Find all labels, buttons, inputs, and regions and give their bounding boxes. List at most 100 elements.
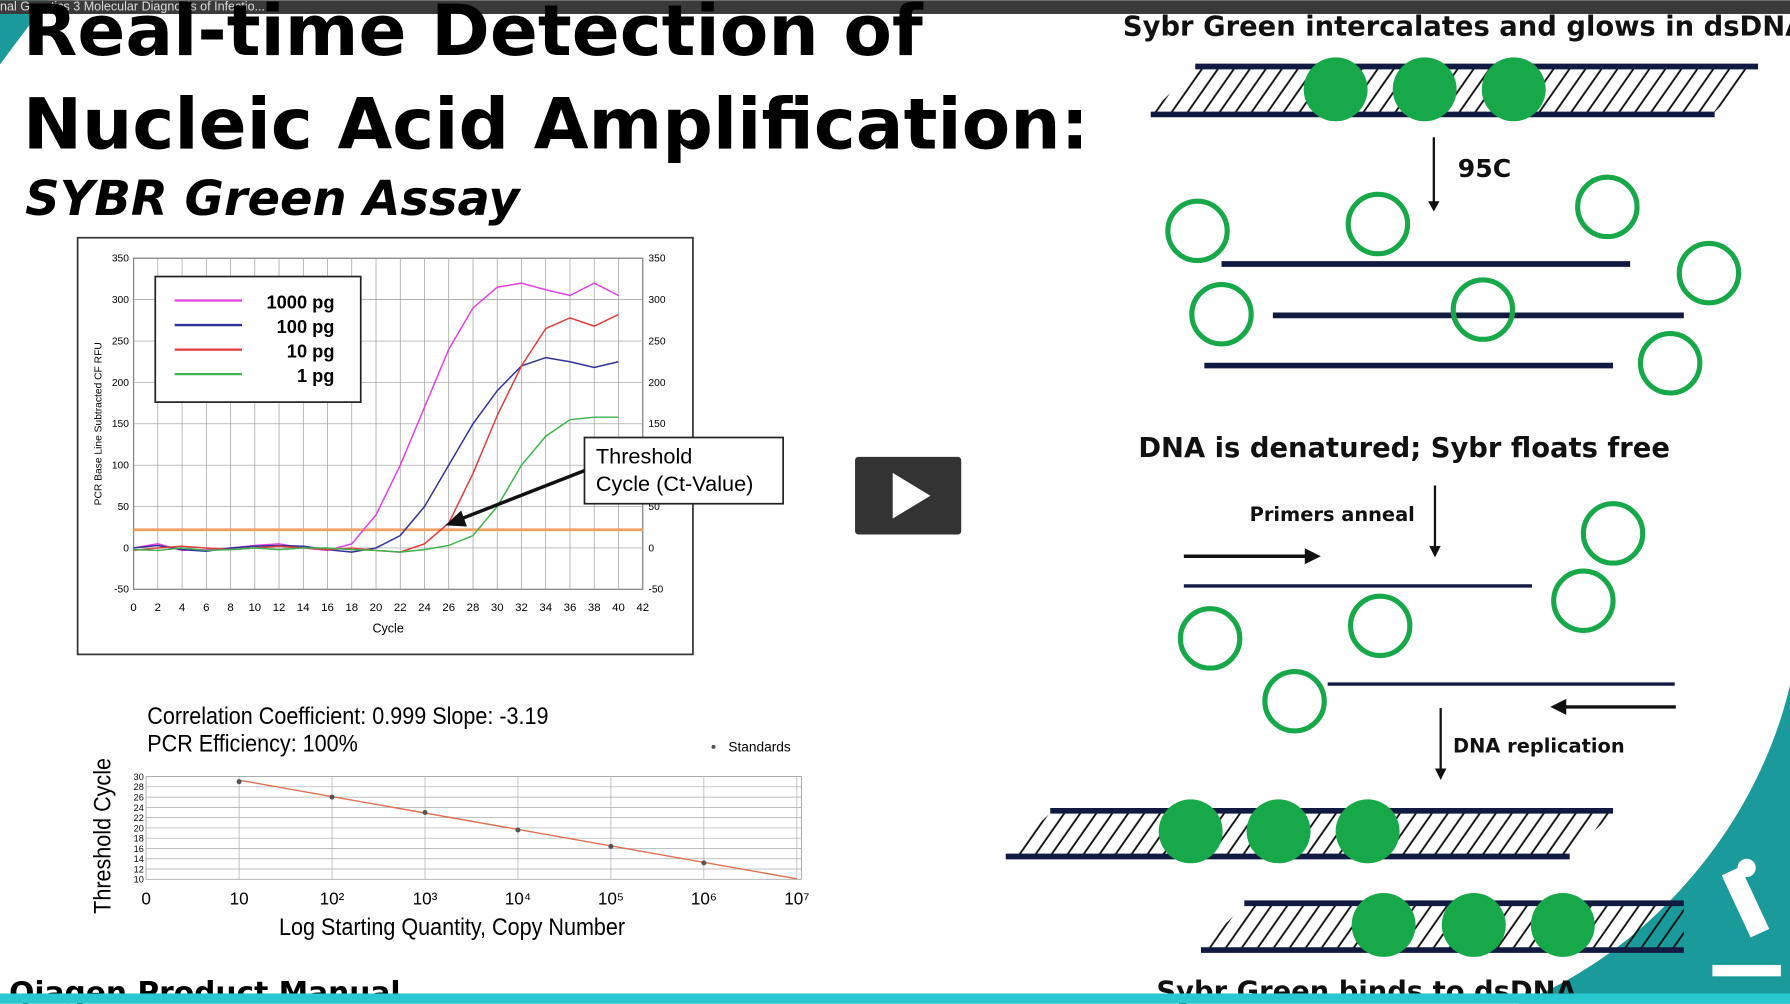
chart-title: Correlation Coefficient: 0.999 Slope: -3…: [147, 702, 548, 729]
y-tick-label: 26: [134, 793, 144, 803]
corner-accent: [0, 0, 48, 65]
y-tick-label: 250: [112, 336, 129, 347]
x-tick-label: 10⁵: [598, 889, 624, 908]
corner-swoosh: [1518, 685, 1790, 1004]
arrows: [1183, 485, 1676, 771]
y-tick-label: 24: [134, 803, 144, 813]
x-tick-label: 38: [588, 602, 601, 614]
sybr-free: [1165, 174, 1742, 734]
legend-label: 1000 pg: [267, 292, 335, 313]
y-tick-label: 28: [134, 782, 144, 792]
series-line: [133, 416, 619, 553]
progress-bar: [0, 993, 1790, 1004]
y-tick-label: 0: [123, 543, 129, 554]
y-tick-label: 22: [134, 813, 144, 823]
y-axis-label: PCR Base Line Subtracted CF RFU: [94, 342, 105, 505]
legend-label: Standards: [728, 739, 791, 754]
x-tick-label: 0: [130, 602, 136, 614]
heat-label: 95C: [1458, 154, 1511, 183]
annotation-text: Cycle (Ct-Value): [596, 471, 753, 496]
x-tick-label: 14: [297, 602, 310, 614]
sybr-diagram: Sybr Green intercalates and glows in dsD…: [1005, 12, 1790, 1004]
y-axis-label: Threshold Cycle: [89, 758, 116, 914]
y2-tick-label: 350: [648, 254, 665, 265]
denatured-label: DNA is denatured; Sybr floats free: [1138, 433, 1670, 464]
x-tick-label: 10⁶: [691, 889, 717, 908]
y-tick-label: 350: [112, 254, 129, 265]
x-axis-label: Log Starting Quantity, Copy Number: [279, 913, 625, 940]
play-icon[interactable]: [892, 472, 931, 519]
x-tick-label: 12: [273, 602, 286, 614]
x-tick-label: 10: [248, 602, 261, 614]
x-tick-label: 2: [155, 602, 161, 614]
x-tick-label: 10: [230, 889, 249, 908]
x-tick-label: 6: [203, 602, 209, 614]
x-tick-label: 10³: [413, 889, 438, 908]
y2-tick-label: 200: [648, 378, 665, 389]
x-tick-label: 28: [467, 602, 480, 614]
y-tick-label: 150: [112, 419, 129, 430]
slide-title: Nucleic Acid Amplification:: [23, 83, 1089, 166]
x-tick-label: 0: [141, 889, 151, 908]
data-point: [422, 809, 428, 816]
legend-marker: [711, 744, 716, 749]
y-tick-label: 300: [112, 295, 129, 306]
anneal-label: Primers anneal: [1250, 503, 1415, 526]
amplification-chart: 0 2 4 6 8 10 12 14 16 18 20 22 24 26 28 30 32 34 36 38 40 42-…: [76, 236, 784, 656]
y-tick-label: 100: [112, 461, 129, 472]
y-tick-label: 200: [112, 378, 129, 389]
annotation-box: [583, 436, 784, 505]
annotation-text: Threshold: [596, 444, 692, 469]
x-axis-label: Cycle: [372, 622, 403, 636]
y2-tick-label: 300: [648, 295, 665, 306]
x-tick-label: 20: [370, 602, 383, 614]
y-tick-label: 20: [134, 823, 144, 833]
x-tick-label: 10⁷: [784, 889, 809, 908]
legend-label: 1 pg: [297, 365, 335, 386]
y2-tick-label: 50: [648, 502, 660, 513]
x-tick-label: 10⁴: [505, 889, 531, 908]
x-tick-label: 10²: [320, 889, 345, 908]
y-tick-label: 18: [134, 834, 144, 844]
diagram-heading: Sybr Green intercalates and glows in dsD…: [1123, 12, 1790, 43]
chart-title: PCR Efficiency: 100%: [147, 729, 358, 756]
y-tick-label: 50: [118, 502, 130, 513]
x-tick-label: 34: [539, 602, 552, 614]
y2-tick-label: -50: [648, 585, 663, 596]
legend-label: 100 pg: [277, 316, 335, 337]
sybr-bound: [1158, 799, 1595, 957]
y-tick-label: 30: [134, 772, 144, 782]
data-point: [515, 827, 521, 833]
x-tick-label: 36: [564, 602, 577, 614]
x-tick-label: 26: [442, 602, 455, 614]
y-tick-label: 16: [134, 844, 144, 854]
x-tick-label: 40: [612, 602, 625, 614]
y2-tick-label: 0: [648, 543, 654, 554]
sybr-bound: [1303, 57, 1546, 122]
arrow-head: [1428, 201, 1440, 212]
slide-subtitle: SYBR Green Assay: [25, 172, 521, 227]
play-button[interactable]: [855, 456, 962, 535]
replication-label: DNA replication: [1453, 735, 1625, 758]
y-tick-label: 14: [134, 854, 144, 864]
player-top-bar: [0, 0, 1790, 14]
x-tick-label: 22: [394, 602, 407, 614]
data-point: [701, 860, 707, 866]
x-tick-label: 4: [179, 602, 186, 614]
annotation-arrow-head: [445, 510, 467, 527]
y-tick-label: 12: [134, 864, 144, 874]
data-point: [236, 779, 242, 785]
x-tick-label: 42: [636, 602, 649, 614]
slide-title: Real-time Detection of: [23, 0, 924, 72]
data-point: [608, 843, 614, 849]
x-tick-label: 8: [227, 602, 233, 614]
standard-curve-chart: Correlation Coefficient: 0.999 Slope: -3…: [89, 702, 810, 941]
x-tick-label: 24: [418, 602, 431, 614]
x-tick-label: 18: [345, 602, 358, 614]
microscope-icon: [1712, 858, 1781, 977]
x-tick-label: 16: [321, 602, 334, 614]
legend-box: [154, 275, 362, 403]
x-tick-label: 32: [515, 602, 528, 614]
